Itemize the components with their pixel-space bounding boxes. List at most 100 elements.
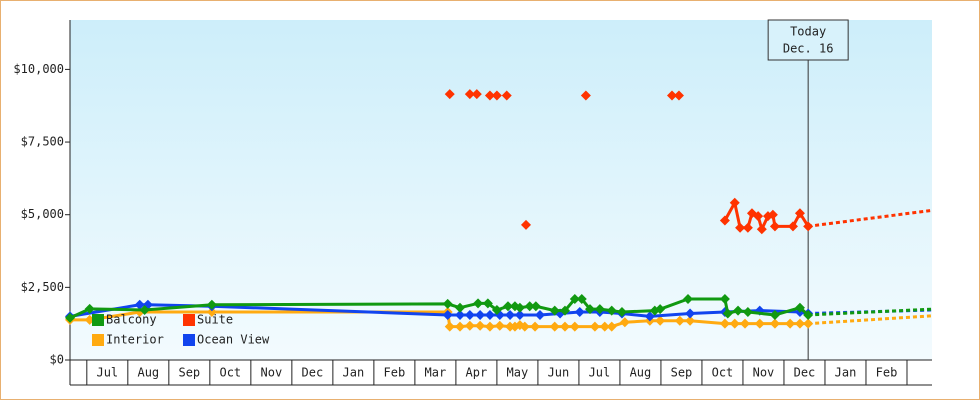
point — [719, 293, 730, 304]
point — [682, 293, 693, 304]
point — [735, 222, 746, 233]
point — [594, 304, 605, 315]
y-tick-label: $10,000 — [13, 62, 64, 76]
y-tick-label: $7,500 — [21, 135, 64, 149]
x-tick-label: Feb — [384, 366, 406, 380]
x-tick-label: Jul — [96, 366, 118, 380]
point — [576, 293, 587, 304]
point — [742, 307, 753, 318]
point — [139, 305, 150, 316]
x-tick-label: May — [507, 366, 529, 380]
point — [794, 302, 805, 313]
x-tick-label: Jan — [343, 366, 365, 380]
point — [803, 309, 814, 320]
point — [667, 90, 678, 101]
point — [803, 221, 814, 232]
point — [475, 309, 486, 320]
today-label: Dec. 16 — [783, 42, 834, 56]
point — [655, 304, 666, 315]
point — [599, 321, 610, 332]
point — [464, 309, 475, 320]
point — [733, 305, 744, 316]
legend-swatch — [183, 314, 195, 326]
point — [569, 293, 580, 304]
point — [740, 318, 751, 329]
point — [753, 211, 764, 222]
today-box — [767, 19, 849, 61]
point — [454, 302, 465, 313]
x-tick-label: Mar — [425, 366, 447, 380]
x-tick-label: Sep — [671, 366, 693, 380]
point — [685, 308, 696, 319]
x-tick-label: Oct — [219, 366, 241, 380]
point — [569, 321, 580, 332]
point — [787, 221, 798, 232]
point — [484, 321, 495, 332]
point — [494, 320, 505, 331]
point — [206, 299, 217, 310]
point — [514, 309, 525, 320]
point — [722, 308, 733, 319]
point — [475, 320, 486, 331]
point — [785, 318, 796, 329]
point — [644, 311, 655, 322]
x-tick-label: Aug — [137, 366, 159, 380]
point — [616, 307, 627, 318]
point — [559, 305, 570, 316]
point — [442, 298, 453, 309]
legend-label: Balcony — [106, 313, 157, 327]
point — [206, 307, 217, 318]
point — [769, 309, 780, 320]
point — [442, 309, 453, 320]
point — [606, 305, 617, 316]
x-tick-label: Dec — [794, 366, 816, 380]
point — [491, 90, 502, 101]
legend-swatch — [92, 314, 104, 326]
point — [769, 318, 780, 329]
point — [524, 301, 535, 312]
point — [673, 90, 684, 101]
x-tick-label: Oct — [712, 366, 734, 380]
point — [794, 208, 805, 219]
point — [464, 320, 475, 331]
point — [444, 89, 455, 100]
point — [471, 89, 482, 100]
x-tick-label: Jan — [835, 366, 857, 380]
point — [655, 315, 666, 326]
point — [767, 209, 778, 220]
point — [685, 315, 696, 326]
x-tick-label: Sep — [178, 366, 200, 380]
point — [530, 321, 541, 332]
point — [454, 321, 465, 332]
point — [549, 305, 560, 316]
point — [482, 298, 493, 309]
point — [729, 318, 740, 329]
point — [756, 224, 767, 235]
x-tick-label: Feb — [876, 366, 898, 380]
point — [803, 318, 814, 329]
x-tick-label: Apr — [466, 366, 488, 380]
point — [584, 304, 595, 315]
point — [514, 302, 525, 313]
x-tick-label: Nov — [753, 366, 775, 380]
point — [521, 219, 532, 230]
point — [530, 301, 541, 312]
x-tick-label: Jun — [548, 366, 570, 380]
point — [84, 303, 95, 314]
point — [674, 315, 685, 326]
point — [574, 307, 585, 318]
point — [580, 90, 591, 101]
point — [134, 299, 145, 310]
point — [719, 215, 730, 226]
point — [742, 222, 753, 233]
point — [534, 309, 545, 320]
today-label: Today — [790, 25, 826, 39]
x-tick-label: Aug — [630, 366, 652, 380]
point — [769, 221, 780, 232]
point — [754, 318, 765, 329]
point — [519, 321, 530, 332]
point — [505, 309, 516, 320]
x-tick-label: Jul — [589, 366, 611, 380]
